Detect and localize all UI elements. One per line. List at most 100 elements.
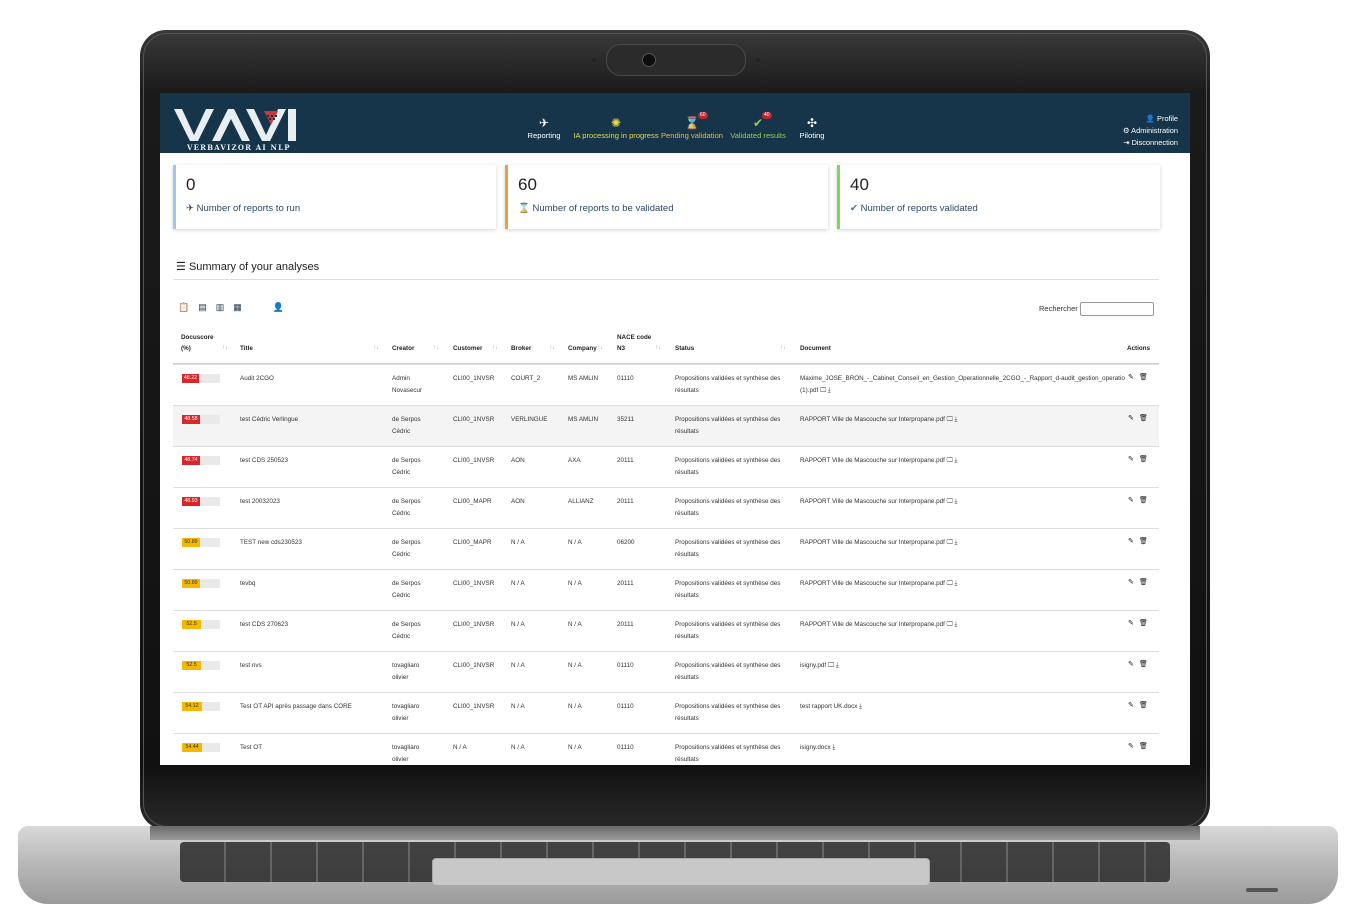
sort-icon[interactable]: ↑↓ — [373, 345, 379, 351]
download-icon[interactable]: ⤓ — [952, 539, 958, 546]
download-icon[interactable]: ⤓ — [952, 621, 958, 628]
preview-icon[interactable]: 🖵 — [944, 580, 953, 587]
stat-card-to-validate[interactable]: 60 ⌛ Number of reports to be validated — [505, 165, 828, 229]
table-row[interactable]: 48.22 Audit 2CGO Admin Novasecur CLI00_1NVSR… — [173, 364, 1159, 406]
download-icon[interactable]: ⤓ — [830, 744, 836, 751]
table-row[interactable]: 48.74 test CDS 250523 de Serpos Cédric CLI00… — [173, 446, 1159, 488]
clipboard-icon[interactable]: 📋 — [178, 302, 190, 312]
edit-icon[interactable]: ✎ — [1128, 497, 1134, 504]
th-title[interactable]: Title — [240, 345, 253, 352]
download-icon[interactable]: ⤓ — [952, 416, 958, 423]
sort-icon[interactable]: ↑↓ — [780, 345, 786, 351]
pdf-icon[interactable]: ▦ — [233, 302, 242, 312]
preview-icon[interactable]: 🖵 — [944, 416, 953, 423]
document-link[interactable]: isigny.pdf — [800, 662, 827, 669]
sort-icon[interactable]: ↑↓ — [222, 345, 228, 351]
edit-icon[interactable]: ✎ — [1128, 620, 1134, 627]
table-row[interactable]: 48.58 test Cédric Verlingue de Serpos Cédri… — [173, 405, 1159, 447]
edit-icon[interactable]: ✎ — [1128, 579, 1134, 586]
delete-icon[interactable]: 🗑 — [1139, 497, 1148, 504]
delete-icon[interactable]: 🗑 — [1139, 456, 1148, 463]
edit-icon[interactable]: ✎ — [1128, 661, 1134, 668]
th-status[interactable]: Status — [675, 345, 695, 352]
table-row[interactable]: 50.89 TEST new cds230523 de Serpos Cédric CL… — [173, 528, 1159, 570]
preview-icon[interactable]: 🖵 — [818, 387, 827, 394]
delete-icon[interactable]: 🗑 — [1139, 579, 1148, 586]
nav-piloting[interactable]: ✣ Piloting — [796, 115, 828, 140]
preview-icon[interactable]: 🖵 — [944, 498, 953, 505]
sort-icon[interactable]: ↑↓ — [597, 345, 603, 351]
delete-icon[interactable]: 🗑 — [1139, 374, 1148, 381]
document-link[interactable]: test rapport UK.docx — [800, 703, 858, 710]
table-row[interactable]: 48.93 test 20032023 de Serpos Cédric CLI00_M… — [173, 487, 1159, 529]
edit-icon[interactable]: ✎ — [1128, 456, 1134, 463]
table-row[interactable]: 52.5 test CDS 270623 de Serpos Cédric CLI00_… — [173, 610, 1159, 652]
th-document[interactable]: Document — [800, 345, 831, 352]
document-link[interactable]: RAPPORT Ville de Mascouche sur Interprop… — [800, 539, 945, 546]
nav-disconnection[interactable]: ⇥ Disconnection — [1123, 138, 1178, 147]
edit-icon[interactable]: ✎ — [1128, 374, 1134, 381]
download-icon[interactable]: ⤓ — [826, 387, 831, 394]
document-link-cont[interactable]: (1).pdf — [800, 387, 819, 394]
excel-icon[interactable]: ▤ — [198, 302, 207, 312]
sort-icon[interactable]: ↑↓ — [492, 345, 498, 351]
table-row[interactable]: 54.44 Test OT tovagliaro olivier N / A N / A N… — [173, 733, 1159, 765]
search-input[interactable] — [1080, 302, 1154, 316]
nav-reporting[interactable]: ✈ Reporting — [524, 115, 564, 140]
th-customer[interactable]: Customer — [453, 345, 483, 352]
vavi-logo[interactable] — [174, 107, 304, 151]
th-nace[interactable]: NACE code N3 — [617, 332, 651, 354]
th-broker[interactable]: Broker — [511, 345, 532, 352]
nav-profile[interactable]: 👤 Profile — [1146, 114, 1178, 123]
download-icon[interactable]: ⤓ — [833, 662, 839, 669]
preview-icon[interactable]: 🖵 — [826, 662, 834, 669]
document-link[interactable]: isigny.docx — [800, 744, 831, 751]
csv-icon[interactable]: ▥ — [215, 302, 225, 312]
sort-icon[interactable]: ↑↓ — [549, 345, 555, 351]
document-link[interactable]: RAPPORT Ville de Mascouche sur Interprop… — [800, 621, 945, 628]
edit-icon[interactable]: ✎ — [1128, 538, 1134, 545]
delete-icon[interactable]: 🗑 — [1139, 620, 1148, 627]
sort-icon[interactable]: ↑↓ — [655, 345, 661, 351]
nav-ia-processing[interactable]: ✺ IA processing in progress — [568, 115, 664, 140]
table-row[interactable]: 52.5 test nvs tovagliaro olivier CLI00_1NVSR… — [173, 651, 1159, 693]
stat-card-to-run[interactable]: 0 ✈ Number of reports to run — [173, 165, 496, 229]
delete-icon[interactable]: 🗑 — [1139, 702, 1148, 709]
document-link[interactable]: RAPPORT Ville de Mascouche sur Interprop… — [800, 457, 945, 464]
delete-icon[interactable]: 🗑 — [1139, 538, 1148, 545]
nav-administration[interactable]: ⚙ Administration — [1123, 126, 1178, 135]
nav-pending-validation[interactable]: ⌛ 60 Pending validation — [660, 112, 724, 140]
document-link[interactable]: RAPPORT Ville de Mascouche sur Interprop… — [800, 498, 945, 505]
sort-icon[interactable]: ↑↓ — [433, 345, 439, 351]
preview-icon[interactable]: 🖵 — [944, 457, 953, 464]
status-line2: résultats — [675, 387, 699, 394]
download-icon[interactable]: ⤓ — [952, 498, 958, 505]
preview-icon[interactable]: 🖵 — [944, 539, 953, 546]
th-creator[interactable]: Creator — [392, 345, 415, 352]
preview-icon[interactable]: 🖵 — [944, 621, 953, 628]
th-company[interactable]: Company — [568, 345, 597, 352]
cell-nace: 01110 — [617, 375, 634, 382]
edit-icon[interactable]: ✎ — [1128, 702, 1134, 709]
download-icon[interactable]: ⤓ — [857, 703, 862, 710]
column-visibility-icon[interactable]: 👤 — [272, 302, 284, 312]
delete-icon[interactable]: 🗑 — [1139, 661, 1148, 668]
document-link[interactable]: RAPPORT Ville de Mascouche sur Interprop… — [800, 580, 945, 587]
delete-icon[interactable]: 🗑 — [1139, 415, 1148, 422]
stat-value: 40 — [850, 175, 869, 194]
cell-document: RAPPORT Ville de Mascouche sur Interprop… — [800, 414, 957, 426]
cell-creator: de Serpos Cédric — [392, 414, 421, 438]
download-icon[interactable]: ⤓ — [952, 580, 958, 587]
download-icon[interactable]: ⤓ — [952, 457, 958, 464]
table-row[interactable]: 50.89 tevbq de Serpos Cédric CLI00_1NVSR N / … — [173, 569, 1159, 611]
document-link[interactable]: RAPPORT Ville de Mascouche sur Interprop… — [800, 416, 945, 423]
edit-icon[interactable]: ✎ — [1128, 743, 1134, 750]
stat-card-validated[interactable]: 40 ✔ Number of reports validated — [837, 165, 1160, 229]
th-docuscore[interactable]: Docuscore (%) — [181, 332, 214, 354]
nav-validated-results[interactable]: ✔ 40 Validated results — [728, 112, 788, 140]
document-link[interactable]: Maxime_JOSE_BRON_-_Cabinet_Conseil_en_Ge… — [800, 375, 1125, 382]
delete-icon[interactable]: 🗑 — [1139, 743, 1148, 750]
edit-icon[interactable]: ✎ — [1128, 415, 1134, 422]
table-row[interactable]: 54.12 Test OT API après passage dans CORE… — [173, 692, 1159, 734]
cell-customer: CLI00_MAPR — [453, 498, 492, 505]
